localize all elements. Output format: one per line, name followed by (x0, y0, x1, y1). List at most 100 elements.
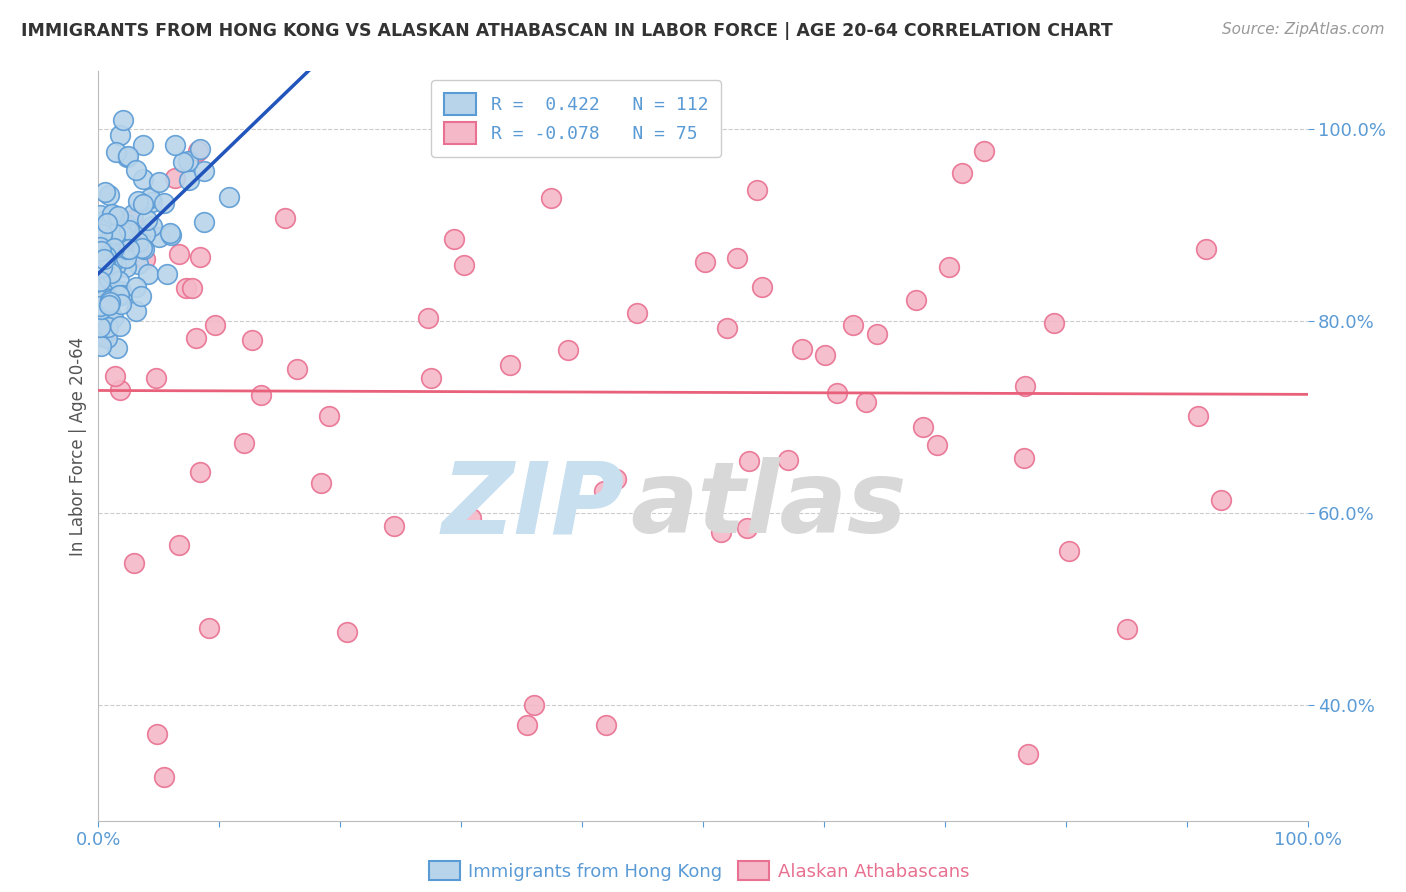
Point (93, 252, 115, 267)
Point (177, 153, 200, 168)
Point (453, 258, 475, 272)
Point (101, 209, 124, 223)
Point (122, 557, 145, 571)
Point (94, 256, 117, 270)
Point (188, 250, 211, 264)
Point (218, 190, 240, 204)
Point (176, 281, 198, 295)
Point (132, 172, 155, 186)
Point (111, 288, 134, 302)
Point (111, 228, 134, 243)
Point (134, 227, 156, 241)
Point (91, 252, 114, 266)
Point (108, 288, 131, 302)
Point (134, 252, 156, 267)
Y-axis label: In Labor Force | Age 20-64: In Labor Force | Age 20-64 (69, 336, 87, 556)
Point (751, 280, 773, 294)
Point (516, 717, 538, 731)
Point (626, 306, 648, 320)
Point (98, 271, 121, 285)
Point (778, 453, 800, 467)
Point (693, 254, 716, 268)
Point (97, 298, 120, 312)
Point (1195, 242, 1218, 256)
Point (745, 183, 768, 197)
Point (96, 249, 118, 263)
Point (605, 472, 627, 486)
Point (950, 166, 973, 180)
Point (790, 343, 813, 357)
Point (89, 299, 111, 313)
Point (184, 331, 207, 345)
Point (155, 267, 177, 281)
Point (110, 223, 132, 237)
Point (98, 297, 121, 311)
Point (557, 343, 579, 357)
Point (204, 318, 226, 332)
Point (115, 150, 138, 164)
Point (129, 288, 152, 302)
Point (146, 727, 169, 741)
Point (91, 293, 114, 307)
Point (90, 248, 112, 262)
Point (93, 255, 115, 269)
Point (167, 246, 190, 260)
Point (97, 244, 120, 258)
Point (285, 362, 308, 376)
Point (825, 385, 848, 400)
Point (115, 243, 138, 257)
Point (125, 163, 148, 178)
Text: ZIP: ZIP (441, 458, 624, 555)
Point (108, 274, 131, 288)
Point (94, 250, 117, 264)
Point (122, 213, 145, 227)
Point (89, 274, 111, 288)
Point (163, 171, 186, 186)
Point (148, 175, 170, 189)
Point (240, 333, 263, 347)
Point (90, 328, 112, 343)
Point (420, 371, 443, 385)
Point (89, 240, 111, 254)
Point (115, 217, 138, 231)
Point (91, 241, 114, 255)
Point (523, 698, 546, 713)
Point (112, 113, 135, 128)
Point (94, 235, 117, 250)
Point (124, 280, 146, 294)
Point (132, 243, 155, 257)
Point (127, 194, 149, 208)
Point (90, 339, 112, 353)
Point (104, 368, 127, 383)
Point (141, 219, 163, 234)
Point (148, 229, 170, 244)
Point (97, 236, 120, 251)
Point (152, 771, 174, 785)
Point (499, 359, 522, 373)
Point (132, 137, 155, 152)
Point (274, 211, 297, 226)
Point (100, 266, 122, 280)
Point (89, 320, 111, 334)
Point (311, 475, 333, 490)
Point (122, 207, 145, 221)
Point (160, 228, 183, 243)
Point (93, 326, 115, 341)
Point (108, 318, 131, 333)
Point (105, 341, 128, 355)
Point (98, 306, 121, 320)
Point (110, 128, 132, 143)
Point (98, 295, 121, 310)
Point (855, 395, 877, 409)
Text: Source: ZipAtlas.com: Source: ZipAtlas.com (1222, 22, 1385, 37)
Point (104, 258, 127, 272)
Point (1116, 622, 1139, 636)
Point (738, 454, 761, 468)
Point (138, 267, 160, 281)
Point (165, 138, 187, 153)
Point (841, 318, 863, 333)
Point (103, 311, 125, 326)
Point (973, 144, 995, 158)
Point (89, 249, 111, 263)
Legend: R =  0.422   N = 112, R = -0.078   N = 75: R = 0.422 N = 112, R = -0.078 N = 75 (432, 80, 721, 157)
